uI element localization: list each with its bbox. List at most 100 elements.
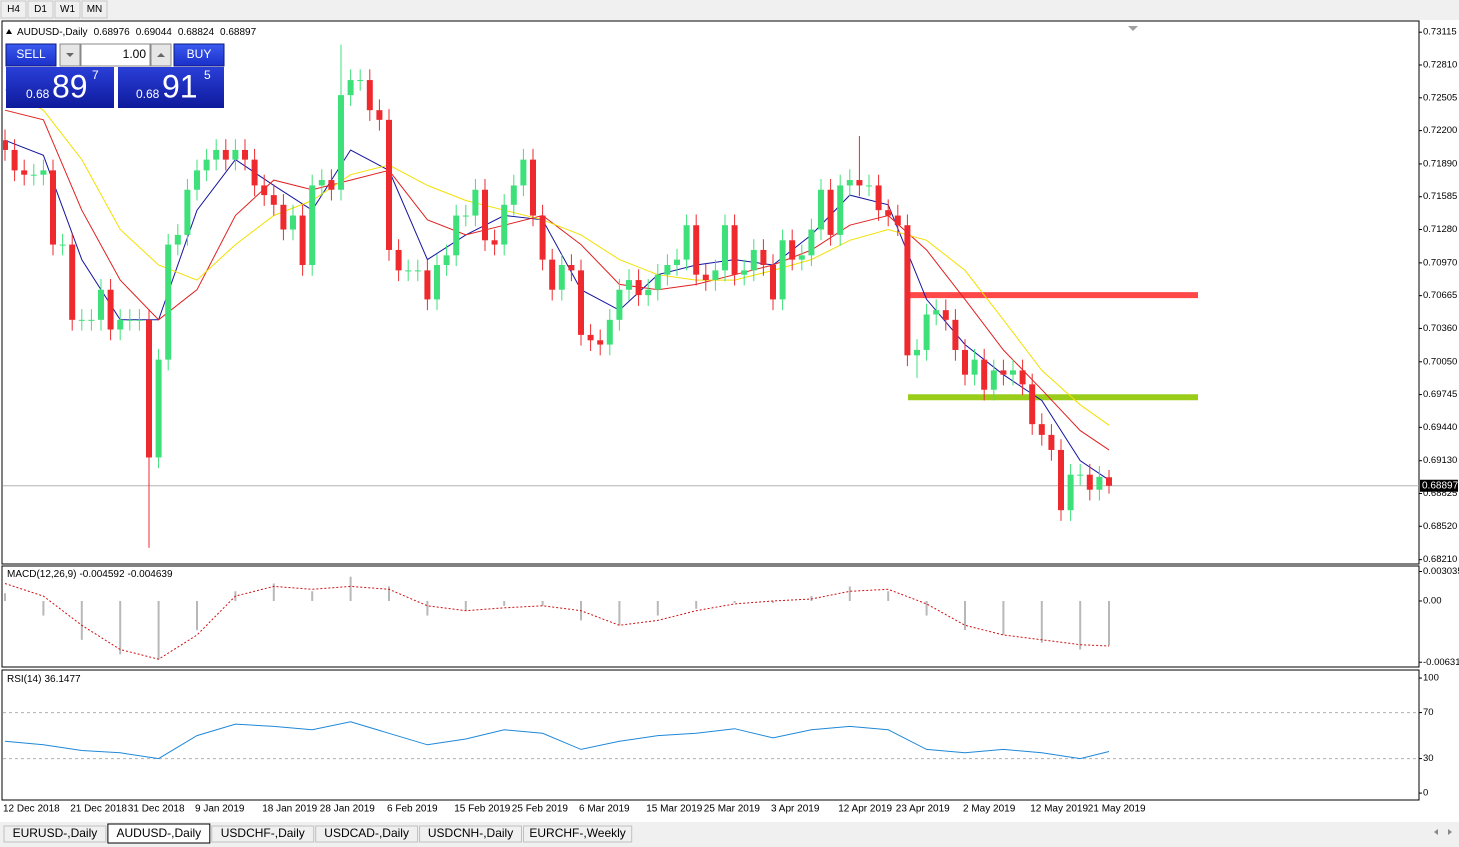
- buy-price-big: 0.68: [136, 87, 160, 101]
- timeframe-label: W1: [60, 4, 75, 15]
- x-tick-label: 28 Jan 2019: [320, 804, 375, 815]
- collapse-icon: [6, 29, 12, 34]
- candle-body: [1048, 434, 1055, 450]
- candle-body: [779, 240, 786, 300]
- indicator-header: MACD(12,26,9) -0.004592 -0.004639: [7, 569, 173, 580]
- candle-body: [69, 244, 76, 320]
- y-tick-label: 70: [1423, 707, 1434, 718]
- y-tick-label: 0.00: [1423, 595, 1442, 606]
- x-tick-label: 18 Jan 2019: [262, 804, 317, 815]
- candle-body: [606, 319, 613, 345]
- chart-tab-label: USDCNH-,Daily: [428, 826, 513, 840]
- candle-body: [11, 149, 18, 171]
- chart-tab[interactable]: [419, 825, 523, 843]
- candle-body: [174, 234, 181, 245]
- candle-body: [798, 255, 805, 260]
- candle-body: [616, 289, 623, 320]
- tab-scroll-right[interactable]: [1448, 829, 1452, 835]
- y-tick-label: 0.69130: [1423, 455, 1457, 466]
- candle-body: [184, 189, 191, 235]
- candle-body: [971, 359, 978, 375]
- candle-body: [405, 270, 412, 272]
- candle-body: [654, 274, 661, 290]
- candle-body: [472, 189, 479, 216]
- x-tick-label: 15 Mar 2019: [646, 804, 703, 815]
- lot-input[interactable]: [80, 43, 151, 67]
- chart-tab[interactable]: [211, 825, 315, 843]
- timeframe-label: D1: [34, 4, 47, 15]
- rsi-panel: [1, 669, 1420, 801]
- chart-tab[interactable]: [107, 823, 211, 844]
- sell-price-box[interactable]: [6, 67, 114, 108]
- candle-body: [587, 334, 594, 341]
- timeframe-button[interactable]: [0, 0, 27, 19]
- candle-body: [1019, 370, 1026, 385]
- candle-body: [942, 310, 949, 320]
- candle-body: [558, 265, 565, 290]
- candle-body: [453, 215, 460, 256]
- y-tick-label: 0.73115: [1423, 27, 1457, 38]
- timeframe-button[interactable]: [54, 0, 81, 19]
- candle-body: [1038, 424, 1045, 435]
- sell-button[interactable]: [5, 43, 57, 67]
- x-tick-label: 23 Apr 2019: [896, 804, 950, 815]
- x-tick-label: 2 May 2019: [963, 804, 1016, 815]
- price-box-label: 0.68897: [1422, 480, 1459, 491]
- macd-bar: [887, 591, 890, 601]
- x-tick-label: 21 May 2019: [1088, 804, 1146, 815]
- rsi-line: [4, 721, 1110, 760]
- candle-body: [904, 225, 911, 356]
- y-tick-label: 0.70360: [1423, 323, 1457, 334]
- shift-marker: [1128, 26, 1138, 31]
- macd-bar: [4, 593, 6, 601]
- buy-label: BUY: [187, 47, 212, 61]
- macd-bar: [1079, 600, 1082, 650]
- buy-button[interactable]: [173, 43, 225, 67]
- chart-tab[interactable]: [523, 825, 633, 843]
- macd-bar: [848, 586, 851, 601]
- chart-tab-label: EURCHF-,Weekly: [529, 826, 625, 840]
- x-tick-label: 6 Mar 2019: [579, 804, 630, 815]
- candle-body: [270, 195, 277, 205]
- macd-panel: [1, 565, 1420, 668]
- macd-bar: [119, 600, 122, 655]
- candle-body: [290, 215, 296, 230]
- timeframe-label: MN: [87, 4, 103, 15]
- x-tick-label: 12 Apr 2019: [838, 804, 892, 815]
- candle-body: [88, 319, 95, 321]
- tab-scroll-left[interactable]: [1434, 829, 1438, 835]
- chart-tab[interactable]: [315, 825, 419, 843]
- sell-price-fraction: 7: [92, 68, 99, 82]
- y-tick-label: 0.72505: [1423, 92, 1457, 103]
- y-tick-label: 0: [1423, 788, 1428, 799]
- candle-body: [194, 170, 200, 190]
- candle-body: [510, 185, 517, 205]
- candle-body: [635, 280, 642, 296]
- candle-body: [462, 215, 469, 217]
- candle-body: [1000, 370, 1007, 375]
- buy-price-box[interactable]: [118, 67, 224, 108]
- timeframe-button[interactable]: [81, 0, 108, 19]
- candle-body: [962, 349, 968, 375]
- chart-tab[interactable]: [3, 825, 107, 843]
- candle-body: [59, 244, 66, 246]
- candle-body: [597, 340, 604, 345]
- y-tick-label: 0.70970: [1423, 257, 1457, 268]
- signal-line: [4, 583, 1110, 660]
- indicator-header: RSI(14) 36.1477: [7, 674, 81, 685]
- chart-tab-label: USDCAD-,Daily: [324, 826, 409, 840]
- chart-tab-label: AUDUSD-,Daily: [117, 826, 202, 840]
- macd-bar: [196, 600, 198, 631]
- candle-body: [30, 174, 37, 176]
- timeframe-button[interactable]: [27, 0, 54, 19]
- candle-body: [98, 289, 104, 320]
- sell-label: SELL: [16, 47, 46, 61]
- x-tick-label: 3 Apr 2019: [771, 804, 820, 815]
- candle-body: [664, 265, 671, 275]
- candle-body: [242, 149, 248, 160]
- candle-body: [21, 170, 28, 175]
- candle-body: [1010, 370, 1016, 375]
- x-tick-label: 25 Feb 2019: [512, 804, 569, 815]
